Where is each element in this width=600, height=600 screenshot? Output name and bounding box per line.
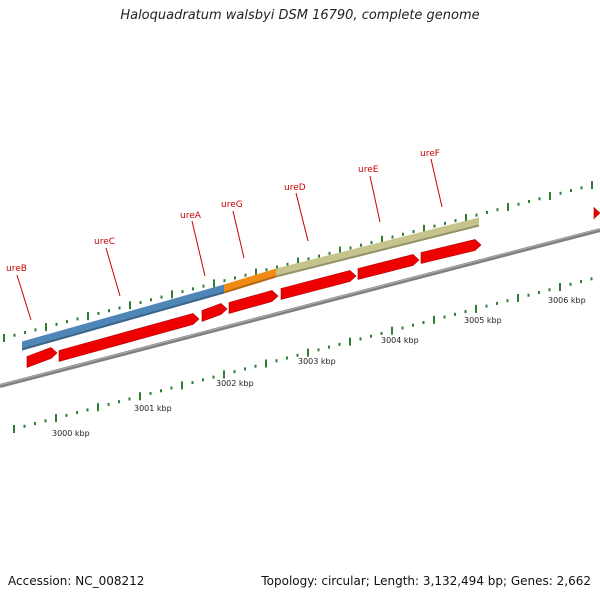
genome-backbone xyxy=(0,228,600,388)
gene-arrow xyxy=(228,290,279,314)
feature-ureD-ureF-shade xyxy=(275,224,480,278)
gene-label-ureC: ureC xyxy=(94,237,115,247)
gene-callouts: ureB ureC ureA ureG ureD ureE ureF xyxy=(6,149,443,321)
callout-line-ureA xyxy=(191,220,206,277)
kbp-label: 3006 kbp xyxy=(548,296,586,305)
gene-arrow xyxy=(201,303,228,322)
callout-line-ureC xyxy=(105,247,121,297)
gene-label-ureD: ureD xyxy=(284,183,306,193)
feature-track xyxy=(21,217,480,351)
kbp-labels: 3000 kbp 3001 kbp 3002 kbp 3003 kbp 3004 kbp… xyxy=(52,296,586,438)
feature-ureB-ureC-shade xyxy=(21,291,225,351)
callout-line-ureG xyxy=(232,210,245,259)
gene-arrow xyxy=(280,270,357,300)
gene-arrow xyxy=(420,239,482,264)
gene-label-ureG: ureG xyxy=(221,200,243,210)
map-title: Haloquadratum walsbyi DSM 16790, complet… xyxy=(120,8,480,23)
kbp-label: 3004 kbp xyxy=(381,336,419,345)
topology-text: Topology: circular; Length: 3,132,494 bp… xyxy=(261,574,591,588)
gene-label-ureE: ureE xyxy=(358,165,379,175)
kbp-label: 3002 kbp xyxy=(216,379,254,388)
kbp-label: 3000 kbp xyxy=(52,429,90,438)
feature-ureA-ureG xyxy=(224,268,276,294)
callout-line-ureD xyxy=(295,192,309,242)
feature-ureB-ureC xyxy=(22,284,224,351)
outer-tick-track xyxy=(3,181,593,342)
callout-line-ureE xyxy=(369,175,381,223)
callout-line-ureF xyxy=(430,158,443,208)
gene-label-ureB: ureB xyxy=(6,264,27,274)
accession-text: Accession: NC_008212 xyxy=(8,574,145,588)
inner-tick-track xyxy=(13,277,593,433)
kbp-label: 3003 kbp xyxy=(298,357,336,366)
feature-ureA-ureG-shade xyxy=(223,275,277,294)
gene-track xyxy=(26,206,600,368)
kbp-label: 3005 kbp xyxy=(464,316,502,325)
kbp-label: 3001 kbp xyxy=(134,404,172,413)
callout-line-ureB xyxy=(16,274,32,321)
gene-arrow xyxy=(58,313,200,362)
gene-arrow xyxy=(593,206,600,220)
gene-label-ureA: ureA xyxy=(180,211,202,221)
gene-arrow xyxy=(26,347,58,368)
feature-ureD-ureF xyxy=(276,217,479,278)
gene-label-ureF: ureF xyxy=(420,149,440,159)
genome-backbone-highlight xyxy=(0,228,600,386)
gene-arrow xyxy=(357,254,420,280)
